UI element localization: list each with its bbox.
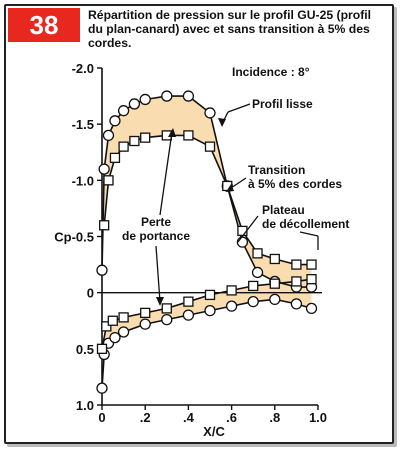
data-point-circle [225,300,238,312]
annotation-label: Transition [248,163,305,177]
data-point-circle [251,266,264,279]
data-point-square [269,253,280,265]
y-tick-label: -1.5 [72,117,94,132]
x-tick-label: 1.0 [309,410,327,425]
leader-line [227,103,251,113]
data-point-square [161,303,172,314]
data-point-square [183,296,194,307]
data-point-square [118,312,129,323]
data-point-square [291,276,302,287]
y-tick-label: Cp-0.5 [54,230,94,245]
annotation-label: à 5% des cordes [248,177,342,191]
annotation-label: de portance [122,229,190,243]
data-point-square [103,175,114,186]
series-line-0-upper [101,95,312,288]
data-point-circle [117,105,130,117]
y-tick-label: -1.0 [72,173,94,188]
data-point-square [226,285,237,296]
data-point-circle [96,382,108,394]
arrow-head [226,184,234,192]
x-tick-label: .2 [140,410,151,425]
arrow-head [168,128,176,137]
data-point-circle [182,90,195,102]
data-point-square [140,307,151,319]
data-point-circle [139,93,151,106]
annotation-label: Incidence : 8° [232,65,310,79]
data-point-circle [109,115,121,127]
y-tick-label: 0.5 [76,342,94,357]
figure-number-badge: 38 [8,8,80,42]
data-point-square [129,135,140,147]
data-point-circle [290,298,303,310]
data-point-circle [305,302,318,315]
data-point-circle [236,236,249,248]
x-tick-label: .6 [226,410,237,425]
data-point-circle [109,331,121,344]
leader-line [155,245,161,303]
data-point-square [248,280,259,292]
data-point-square [306,274,317,285]
data-point-circle [128,98,141,110]
data-point-square [96,343,108,354]
data-point-circle [161,313,173,326]
data-point-square [140,132,151,143]
arrow-head [156,297,164,306]
data-point-square [237,225,248,237]
data-point-square [269,278,280,289]
data-point-circle [139,318,151,330]
data-point-square [306,259,317,270]
data-point-circle [204,107,216,119]
series-layer [96,90,318,394]
loss-region-lower [102,279,312,389]
y-tick-label: -2.0 [72,61,94,76]
data-point-circle [96,264,108,276]
annotation-label: Plateau [262,203,305,217]
data-point-circle [161,90,173,102]
data-point-square [252,248,263,259]
data-point-square [183,130,194,141]
data-point-square [204,289,216,301]
loss-region-upper [102,96,312,288]
data-point-circle [247,296,259,308]
annotation-label: de décollement [262,217,349,231]
leader-line [237,215,259,243]
data-point-circle [117,326,130,338]
x-axis-label: X/C [203,424,225,439]
annotation-label: Perte [141,215,171,229]
y-tick-label: 1.0 [76,398,94,413]
leader-line [299,231,319,237]
data-point-square [109,152,121,164]
x-tick-label: 0 [98,410,105,425]
figure-caption: Répartition de pression sur le profil GU… [88,8,372,50]
data-point-square [204,141,216,152]
data-point-square [99,220,110,231]
data-point-circle [102,129,115,142]
data-point-square [107,315,118,326]
data-point-square [118,141,129,152]
x-tick-label: .8 [269,410,280,425]
series-line-1-upper [103,134,312,266]
data-point-circle [182,309,195,321]
annotation-label: Profil lisse [252,97,313,111]
data-point-square [101,321,112,332]
data-point-circle [269,293,281,306]
leader-line [159,131,173,216]
data-point-circle [98,163,110,175]
y-tick-label: 0 [87,286,94,301]
data-point-square [291,259,302,270]
data-point-circle [204,304,216,317]
figure-frame [4,4,394,444]
x-tick-label: .4 [183,410,195,425]
arrow-head [218,118,226,127]
